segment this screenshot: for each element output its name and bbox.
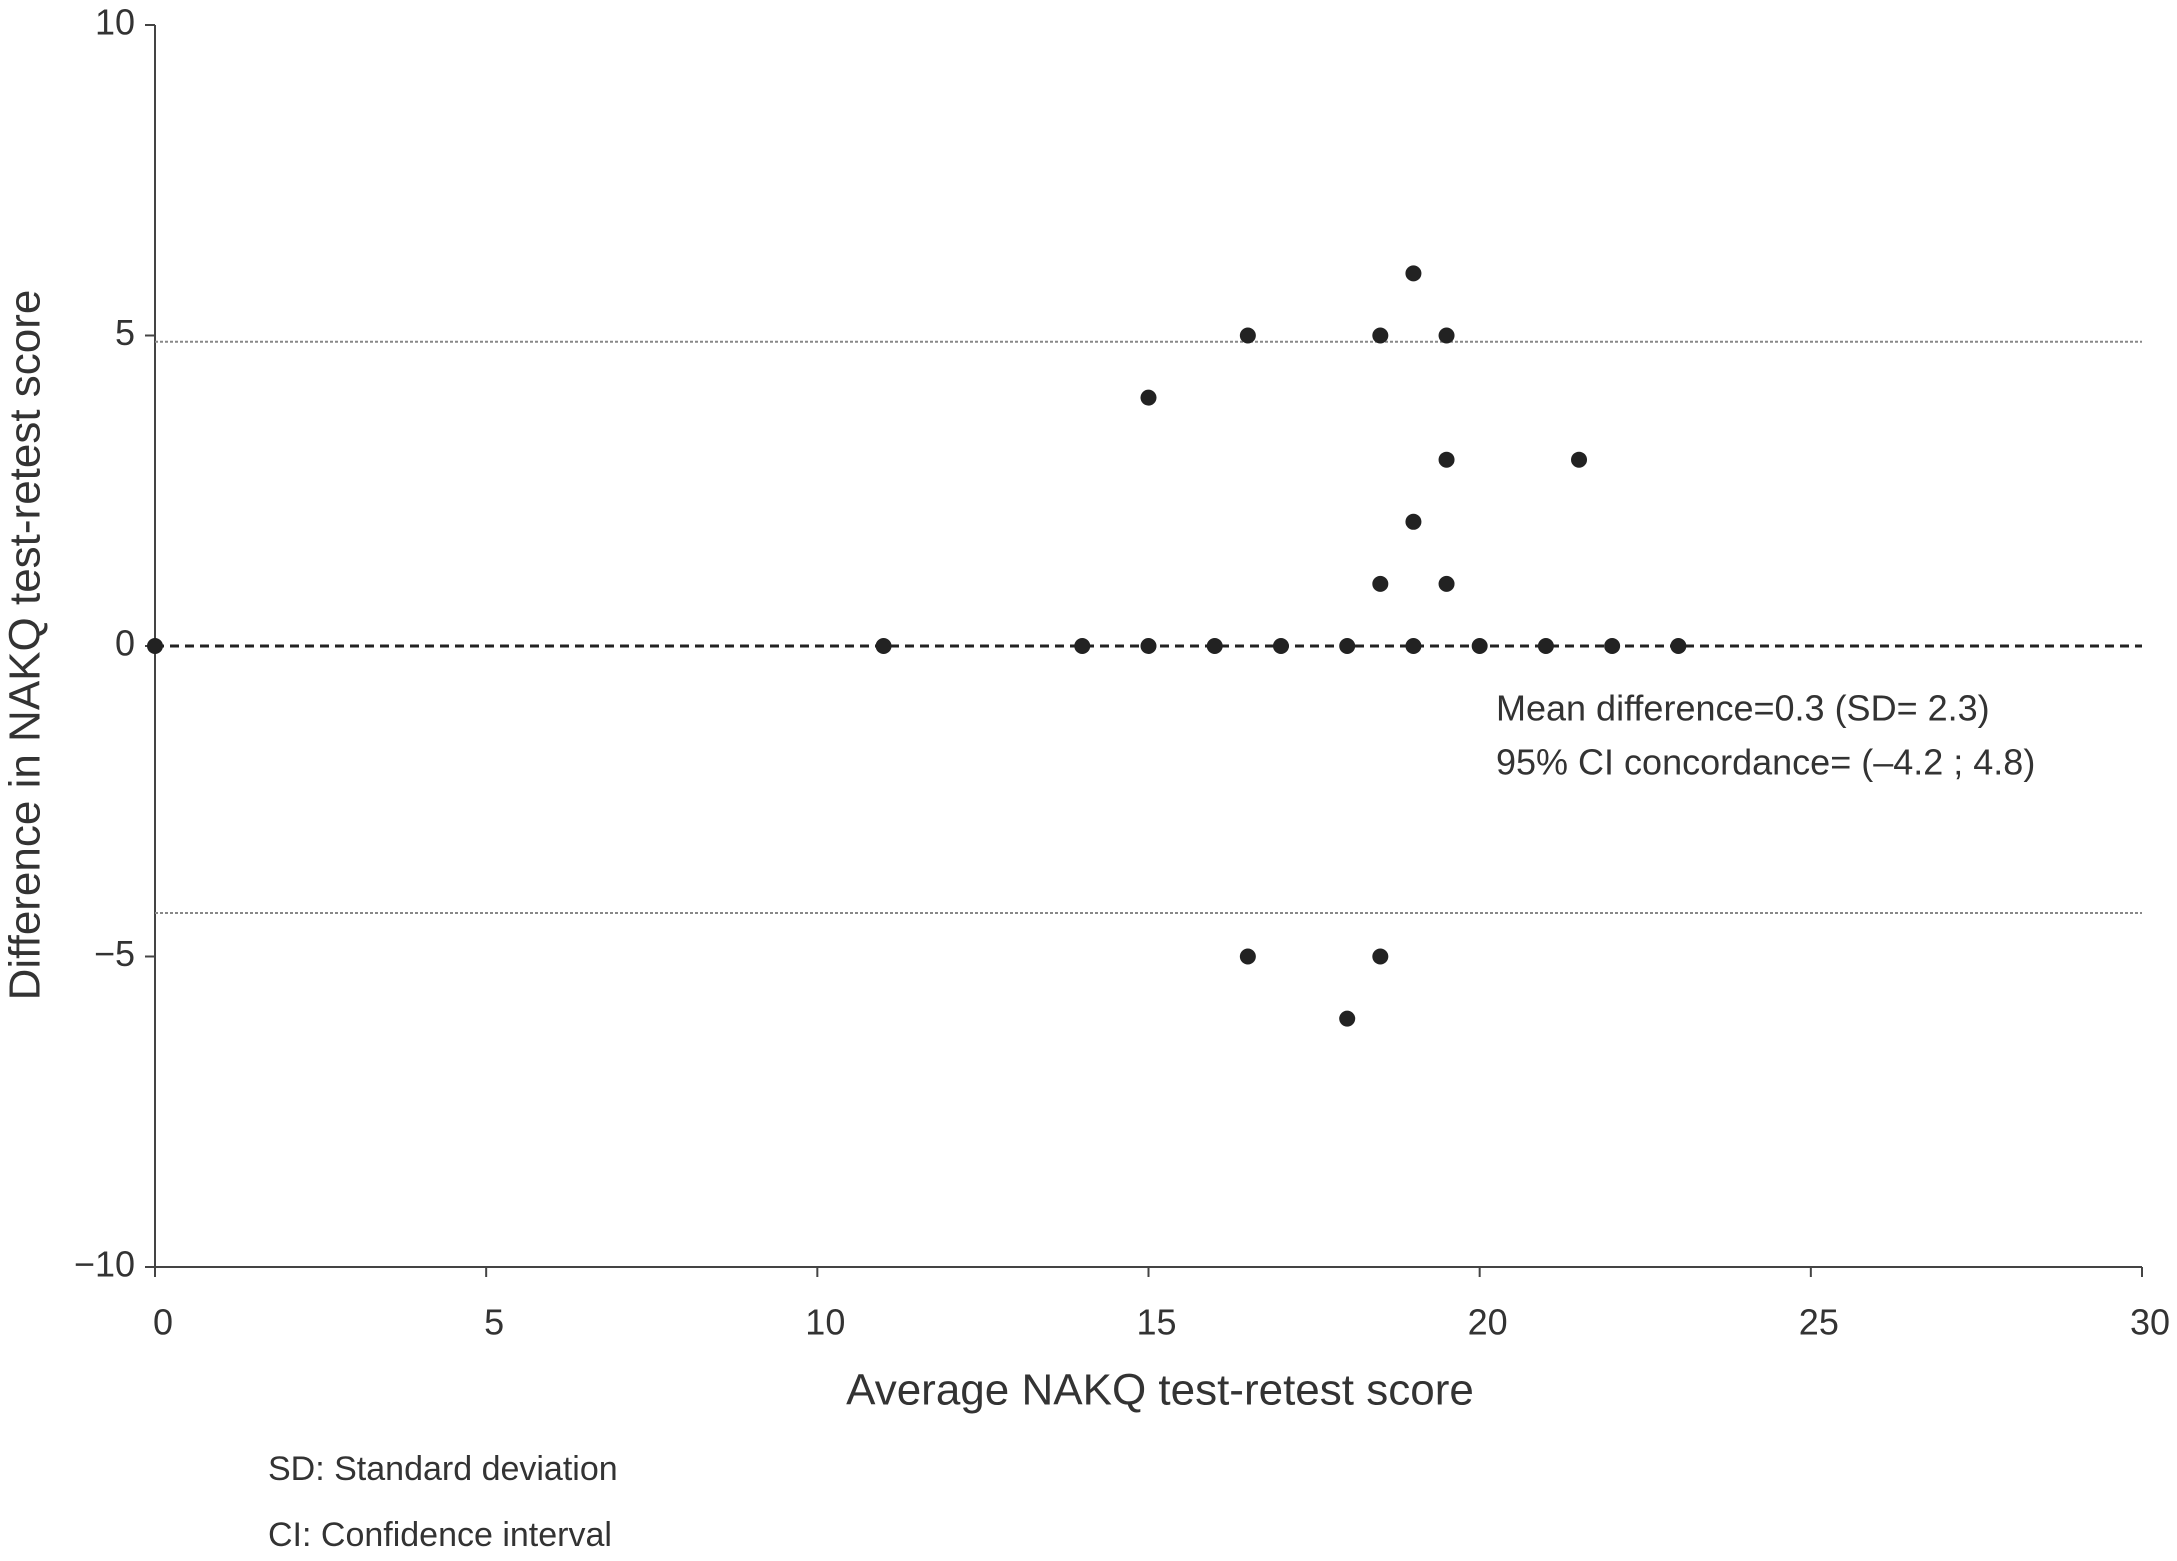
x-tick-label: 5 [484,1302,504,1343]
point [1074,638,1091,654]
y-tick-label: 0 [115,623,135,664]
point [1670,638,1687,654]
point [1537,638,1554,654]
point [147,638,163,654]
x-tick-label: 30 [2130,1302,2170,1343]
point [1272,638,1289,654]
point [1471,638,1488,654]
point [1405,265,1422,282]
footnote: CI: Confidence interval [268,1516,612,1554]
x-tick-label: 15 [1136,1302,1176,1343]
annotation: Mean difference=0.3 (SD= 2.3) [1496,688,1990,729]
point [1140,389,1157,406]
point [1140,638,1157,654]
point [1339,638,1356,654]
footnote: SD: Standard deviation [268,1450,618,1488]
y-axis-title: Difference in NAKQ test-retest score [1,290,50,1001]
point [1438,327,1455,344]
y-tick-label: 10 [95,2,135,43]
annotation: 95% CI concordance= (–4.2 ; 4.8) [1496,742,2035,783]
point [1438,451,1455,468]
point [1339,1010,1356,1027]
point [1239,327,1256,344]
point [1604,638,1621,654]
point [875,638,892,654]
point [1372,327,1389,344]
point [1405,513,1422,530]
x-tick-label: 10 [805,1302,845,1343]
point [1438,575,1455,592]
y-tick-label: −10 [74,1244,135,1285]
point [1372,948,1389,965]
point [1206,638,1223,654]
point [1571,451,1588,468]
point [1239,948,1256,965]
y-tick-label: −5 [94,933,135,974]
point [1405,638,1422,654]
x-tick-label: 20 [1468,1302,1508,1343]
x-axis-title: Average NAKQ test-retest score [846,1366,1474,1415]
y-tick-label: 5 [115,312,135,353]
x-tick-label: 0 [153,1302,173,1343]
x-tick-label: 25 [1799,1302,1839,1343]
point [1372,575,1389,592]
